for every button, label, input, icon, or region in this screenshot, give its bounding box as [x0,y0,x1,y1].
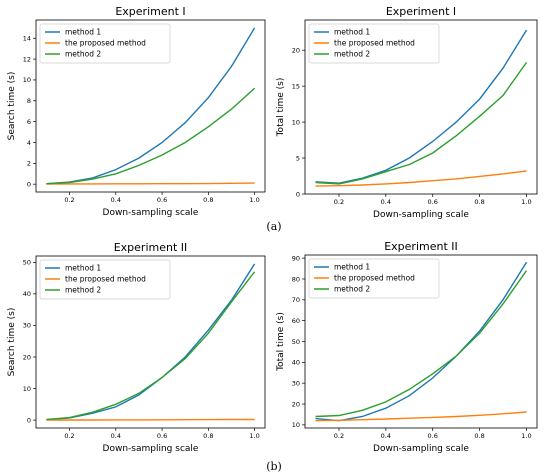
chart-title: Experiment I [115,5,185,18]
y-tick-label: 30 [292,379,300,387]
legend-label: method 2 [65,286,101,295]
x-tick-label: 0.2 [64,432,74,440]
x-axis-label: Down-sampling scale [373,444,469,454]
y-tick-label: 40 [23,290,31,298]
x-tick-label: 1.0 [249,432,259,440]
legend-label: method 2 [334,285,370,294]
legend-label: method 1 [334,263,370,272]
chart-experiment-2-total-time: Experiment II 0.2 0.4 0.6 0.8 1.0 10 20 30 40 50 60… [276,240,538,454]
x-tick-label: 0.2 [334,198,344,206]
y-tick-label: 30 [23,322,31,330]
series-line-proposed [46,418,255,421]
x-tick-label: 0.4 [111,196,121,204]
legend-label: method 1 [65,264,101,273]
legend-box [39,23,171,64]
y-tick-label: 14 [23,35,31,43]
legend-label: method 2 [65,50,101,59]
x-tick-label: 0.8 [474,198,484,206]
y-tick-label: 40 [292,359,300,367]
y-axis-label: Total time (s) [276,78,286,138]
y-tick-label: 70 [292,296,300,304]
series-line-method2 [315,270,528,418]
axes-frame [35,19,266,193]
x-tick-label: 1.0 [249,196,259,204]
y-tick-label: 50 [23,259,31,267]
y-tick-label: 6 [27,118,31,126]
chart-title: Experiment I [386,5,456,18]
series-line-method2 [315,61,528,185]
chart-experiment-1-total-time: Experiment I 0.2 0.4 0.6 0.8 1.0 0 5 10 15 20 Down-… [276,5,538,220]
axes-frame [304,19,538,195]
legend-label: the proposed method [65,275,146,284]
y-tick-label: 4 [27,139,31,147]
chart-title: Experiment II [114,241,188,254]
y-tick-label: 10 [292,118,300,126]
x-tick-label: 0.4 [381,432,391,440]
y-tick-label: 15 [292,82,300,90]
x-axis-label: Down-sampling scale [103,208,199,218]
series-line-method1 [46,27,256,185]
x-tick-label: 0.8 [474,432,484,440]
y-tick-label: 0 [296,190,300,198]
series-line-method2 [46,87,256,185]
x-tick-label: 1.0 [521,198,531,206]
y-axis-label: Search time (s) [7,72,17,141]
x-tick-label: 0.4 [381,198,391,206]
y-tick-label: 2 [27,160,31,168]
panel-label-b: (b) [266,460,282,473]
x-tick-label: 0.2 [64,196,74,204]
axes-frame [35,255,266,429]
x-tick-label: 1.0 [521,432,531,440]
chart-title: Experiment II [384,240,458,253]
y-tick-label: 12 [23,55,31,63]
x-axis-label: Down-sampling scale [103,444,199,454]
legend-box [308,23,440,64]
y-tick-label: 60 [292,317,300,325]
panel-label-a: (a) [266,220,281,233]
x-tick-label: 0.6 [428,198,438,206]
y-tick-label: 20 [292,400,300,408]
series-line-method2 [46,271,256,421]
series-line-proposed [315,170,527,187]
x-tick-label: 0.4 [111,432,121,440]
y-axis-label: Search time (s) [7,308,17,377]
x-axis-label: Down-sampling scale [373,210,469,220]
y-tick-label: 10 [292,421,300,429]
legend-label: the proposed method [65,39,146,48]
x-tick-label: 0.8 [203,432,213,440]
series-line-proposed [315,411,527,422]
y-tick-label: 0 [27,180,31,188]
y-tick-label: 20 [292,46,300,54]
x-tick-label: 0.6 [157,196,167,204]
legend-label: method 2 [334,50,370,59]
y-tick-label: 50 [292,338,300,346]
legend-box [308,258,440,299]
chart-experiment-2-search-time: Experiment II 0.2 0.4 0.6 0.8 1.0 0 10 20 30 40 50 D… [7,241,266,454]
series-line-method1 [315,261,528,422]
y-tick-label: 20 [23,353,31,361]
x-tick-label: 0.8 [203,196,213,204]
y-tick-label: 80 [292,275,300,283]
legend-box [39,259,171,300]
y-tick-label: 10 [23,385,31,393]
y-tick-label: 10 [23,76,31,84]
legend-label: method 1 [334,28,370,37]
legend-label: the proposed method [334,274,415,283]
legend-label: method 1 [65,28,101,37]
legend-label: the proposed method [334,39,415,48]
series-line-proposed [46,182,255,185]
y-tick-label: 0 [27,416,31,424]
y-tick-label: 8 [27,97,31,105]
chart-experiment-1-search-time: Experiment I 0.2 0.4 0.6 0.8 1.0 0 2 4 6 8 10 12 14 Do… [7,5,266,218]
y-tick-label: 5 [296,154,300,162]
x-tick-label: 0.6 [428,432,438,440]
y-axis-label: Total time (s) [276,312,286,372]
x-tick-label: 0.6 [157,432,167,440]
x-tick-label: 0.2 [334,432,344,440]
y-tick-label: 90 [292,254,300,262]
